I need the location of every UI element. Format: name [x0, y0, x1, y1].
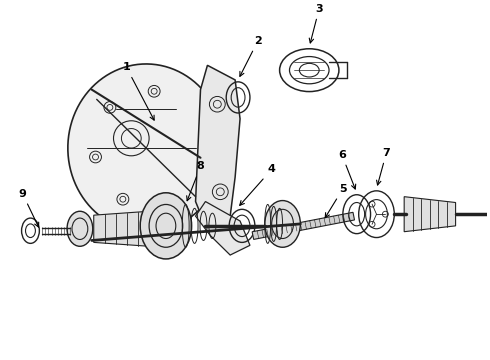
- Polygon shape: [94, 211, 149, 246]
- Text: 5: 5: [325, 184, 347, 217]
- Text: 9: 9: [0, 359, 1, 360]
- Polygon shape: [196, 202, 250, 255]
- Ellipse shape: [265, 201, 300, 247]
- Ellipse shape: [67, 211, 93, 246]
- Text: 4: 4: [240, 165, 276, 205]
- Polygon shape: [252, 212, 354, 239]
- Text: 7: 7: [377, 148, 390, 185]
- Text: 8: 8: [0, 359, 1, 360]
- Ellipse shape: [140, 193, 192, 259]
- Text: 2: 2: [240, 36, 262, 76]
- Text: 3: 3: [309, 4, 323, 43]
- Text: 6: 6: [338, 150, 356, 189]
- Text: 9: 9: [19, 189, 39, 227]
- Text: 8: 8: [187, 161, 204, 201]
- Polygon shape: [404, 197, 456, 232]
- Text: 1: 1: [122, 62, 154, 120]
- Polygon shape: [68, 64, 231, 232]
- Polygon shape: [196, 65, 240, 226]
